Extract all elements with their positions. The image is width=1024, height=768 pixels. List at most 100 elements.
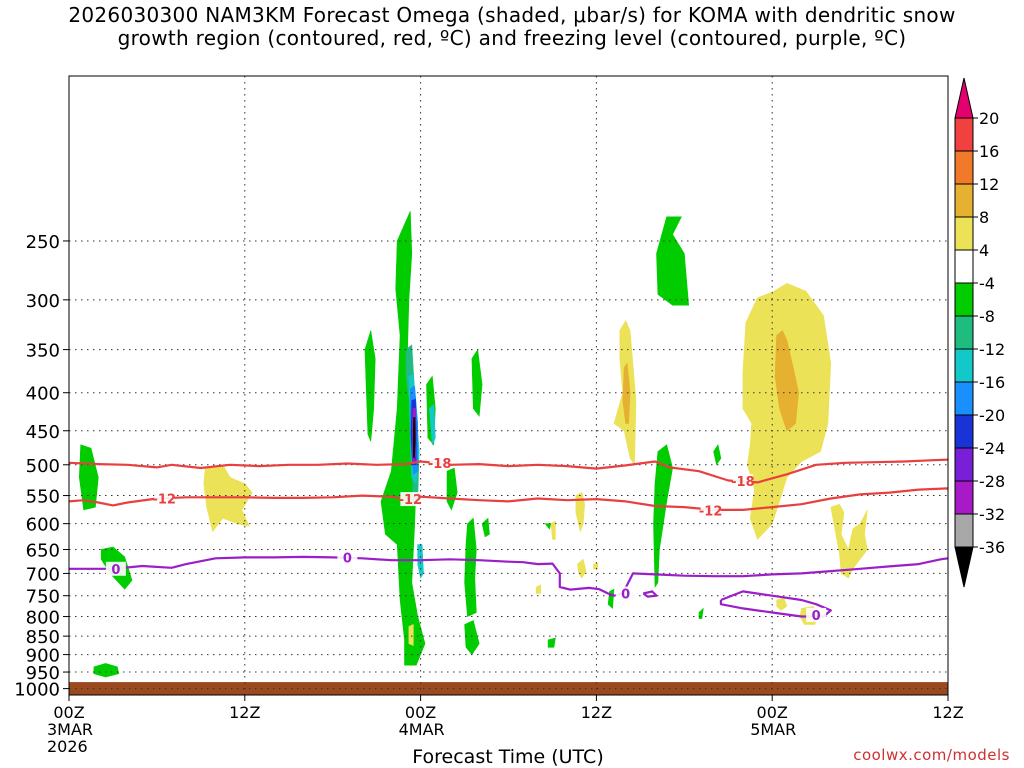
contour-label-bg [700,503,721,518]
omega-region [575,492,586,533]
y-tick-label: 500 [26,456,60,477]
colorbar-box [954,216,974,251]
contour-label: -12 [699,504,723,519]
omega-region [464,517,477,617]
colorbar-box [954,480,974,515]
colorbar-top-arrow [954,77,974,119]
omega-region [830,503,868,579]
contour-label-bg [105,561,126,576]
contour-0-loop [719,590,832,618]
site-credit: coolwx.com/models [853,746,1010,764]
contour-label: 0 [111,563,120,578]
x-tick-label: 00Z [405,703,436,722]
colorbar-tick-label: -36 [979,538,1005,557]
omega-region [550,520,556,540]
omega-region [547,637,556,648]
omega-region [481,517,490,538]
x-tick-label: 12Z [932,703,963,722]
y-tick-label: 800 [26,608,60,629]
omega-region [577,558,587,579]
omega-region [429,403,436,445]
omega-region [408,624,414,646]
y-tick-label: 400 [26,384,60,405]
colorbar-tick-label: 12 [979,175,999,194]
x-tick-label: 4MAR [399,720,445,739]
colorbar-box [954,414,974,449]
y-tick-label: 850 [26,627,60,648]
colorbar-box [954,117,974,152]
x-tick-label: 3MAR [47,720,93,739]
contour-label: -12 [152,492,176,507]
colorbar-box [954,282,974,317]
contour-label: 0 [343,551,352,566]
contour--18 [68,458,949,484]
y-tick-label: 250 [26,232,60,253]
x-tick-label: 2026 [47,737,88,756]
contour-label-bg [429,455,450,470]
contour-lines: -18 -18 -12 -12 -12 0 0 0 0 [68,455,949,624]
colorbar-tick-label: -28 [979,472,1005,491]
omega-region [78,444,99,511]
y-tick-label: 900 [26,646,60,667]
omega-region [412,417,416,460]
y-tick-label: 550 [26,487,60,508]
colorbar-tick-label: 4 [979,241,989,260]
y-tick-label: 950 [26,663,60,684]
contour-label-bg [806,607,827,622]
colorbar-tick-label: 8 [979,208,989,227]
colorbar-bottom-arrow [954,546,974,588]
x-tick-label: 00Z [53,703,84,722]
colorbar-box [954,348,974,383]
omega-region [713,444,722,466]
contour-label: -18 [731,475,755,490]
omega-region [622,362,631,424]
colorbar-tick-label: -20 [979,406,1005,425]
contour-label: 0 [812,609,821,624]
omega-region [544,523,552,530]
omega-region [464,620,480,656]
omega-region [607,588,615,610]
omega-region [446,467,458,511]
y-tick-label: 1000 [14,680,60,701]
axes: 2503003504004505005506006507007508008509… [14,75,964,756]
omega-region [364,330,376,442]
x-tick-label: 12Z [581,703,612,722]
ground-layer [69,682,948,695]
y-tick-label: 600 [26,515,60,536]
colorbar-tick-label: -8 [979,307,995,326]
colorbar-box [954,183,974,218]
plot-frame [68,75,949,696]
omega-region [653,444,673,588]
plot-area [69,211,948,695]
y-tick-label: 350 [26,341,60,362]
y-tick-label: 450 [26,422,60,443]
colorbar-box [954,249,974,284]
omega-region [471,348,483,417]
colorbar-box [954,150,974,185]
colorbar: 20 16 12 8 4 -4 -8 -12 -16 -20 -24 -28 -32 -36 [954,77,1005,588]
contour-label-bg [400,492,421,507]
contour-0 [69,555,949,597]
omega-region [698,607,704,619]
x-tick-label: 5MAR [750,720,796,739]
contour-label-bg [732,474,753,489]
colorbar-tick-label: -16 [979,373,1005,392]
contour-label-bg [615,586,636,601]
colorbar-tick-label: -4 [979,274,995,293]
colorbar-tick-label: -12 [979,340,1005,359]
x-tick-label: 00Z [757,703,788,722]
omega-region [380,211,426,666]
chart-title: 2026030300 NAM3KM Forecast Omega (shaded… [68,3,956,50]
y-tick-label: 300 [26,291,60,312]
colorbar-tick-label: 16 [979,142,999,161]
contour-0-small [642,590,658,598]
contour-label: -12 [399,493,423,508]
omega-region [93,663,120,678]
x-axis-label: Forecast Time (UTC) [412,746,603,768]
contour-label: -18 [428,457,452,472]
colorbar-tick-label: 20 [979,109,999,128]
contour-label-bg [154,491,175,506]
x-tick-label: 12Z [229,703,260,722]
colorbar-tick-label: -32 [979,505,1005,524]
